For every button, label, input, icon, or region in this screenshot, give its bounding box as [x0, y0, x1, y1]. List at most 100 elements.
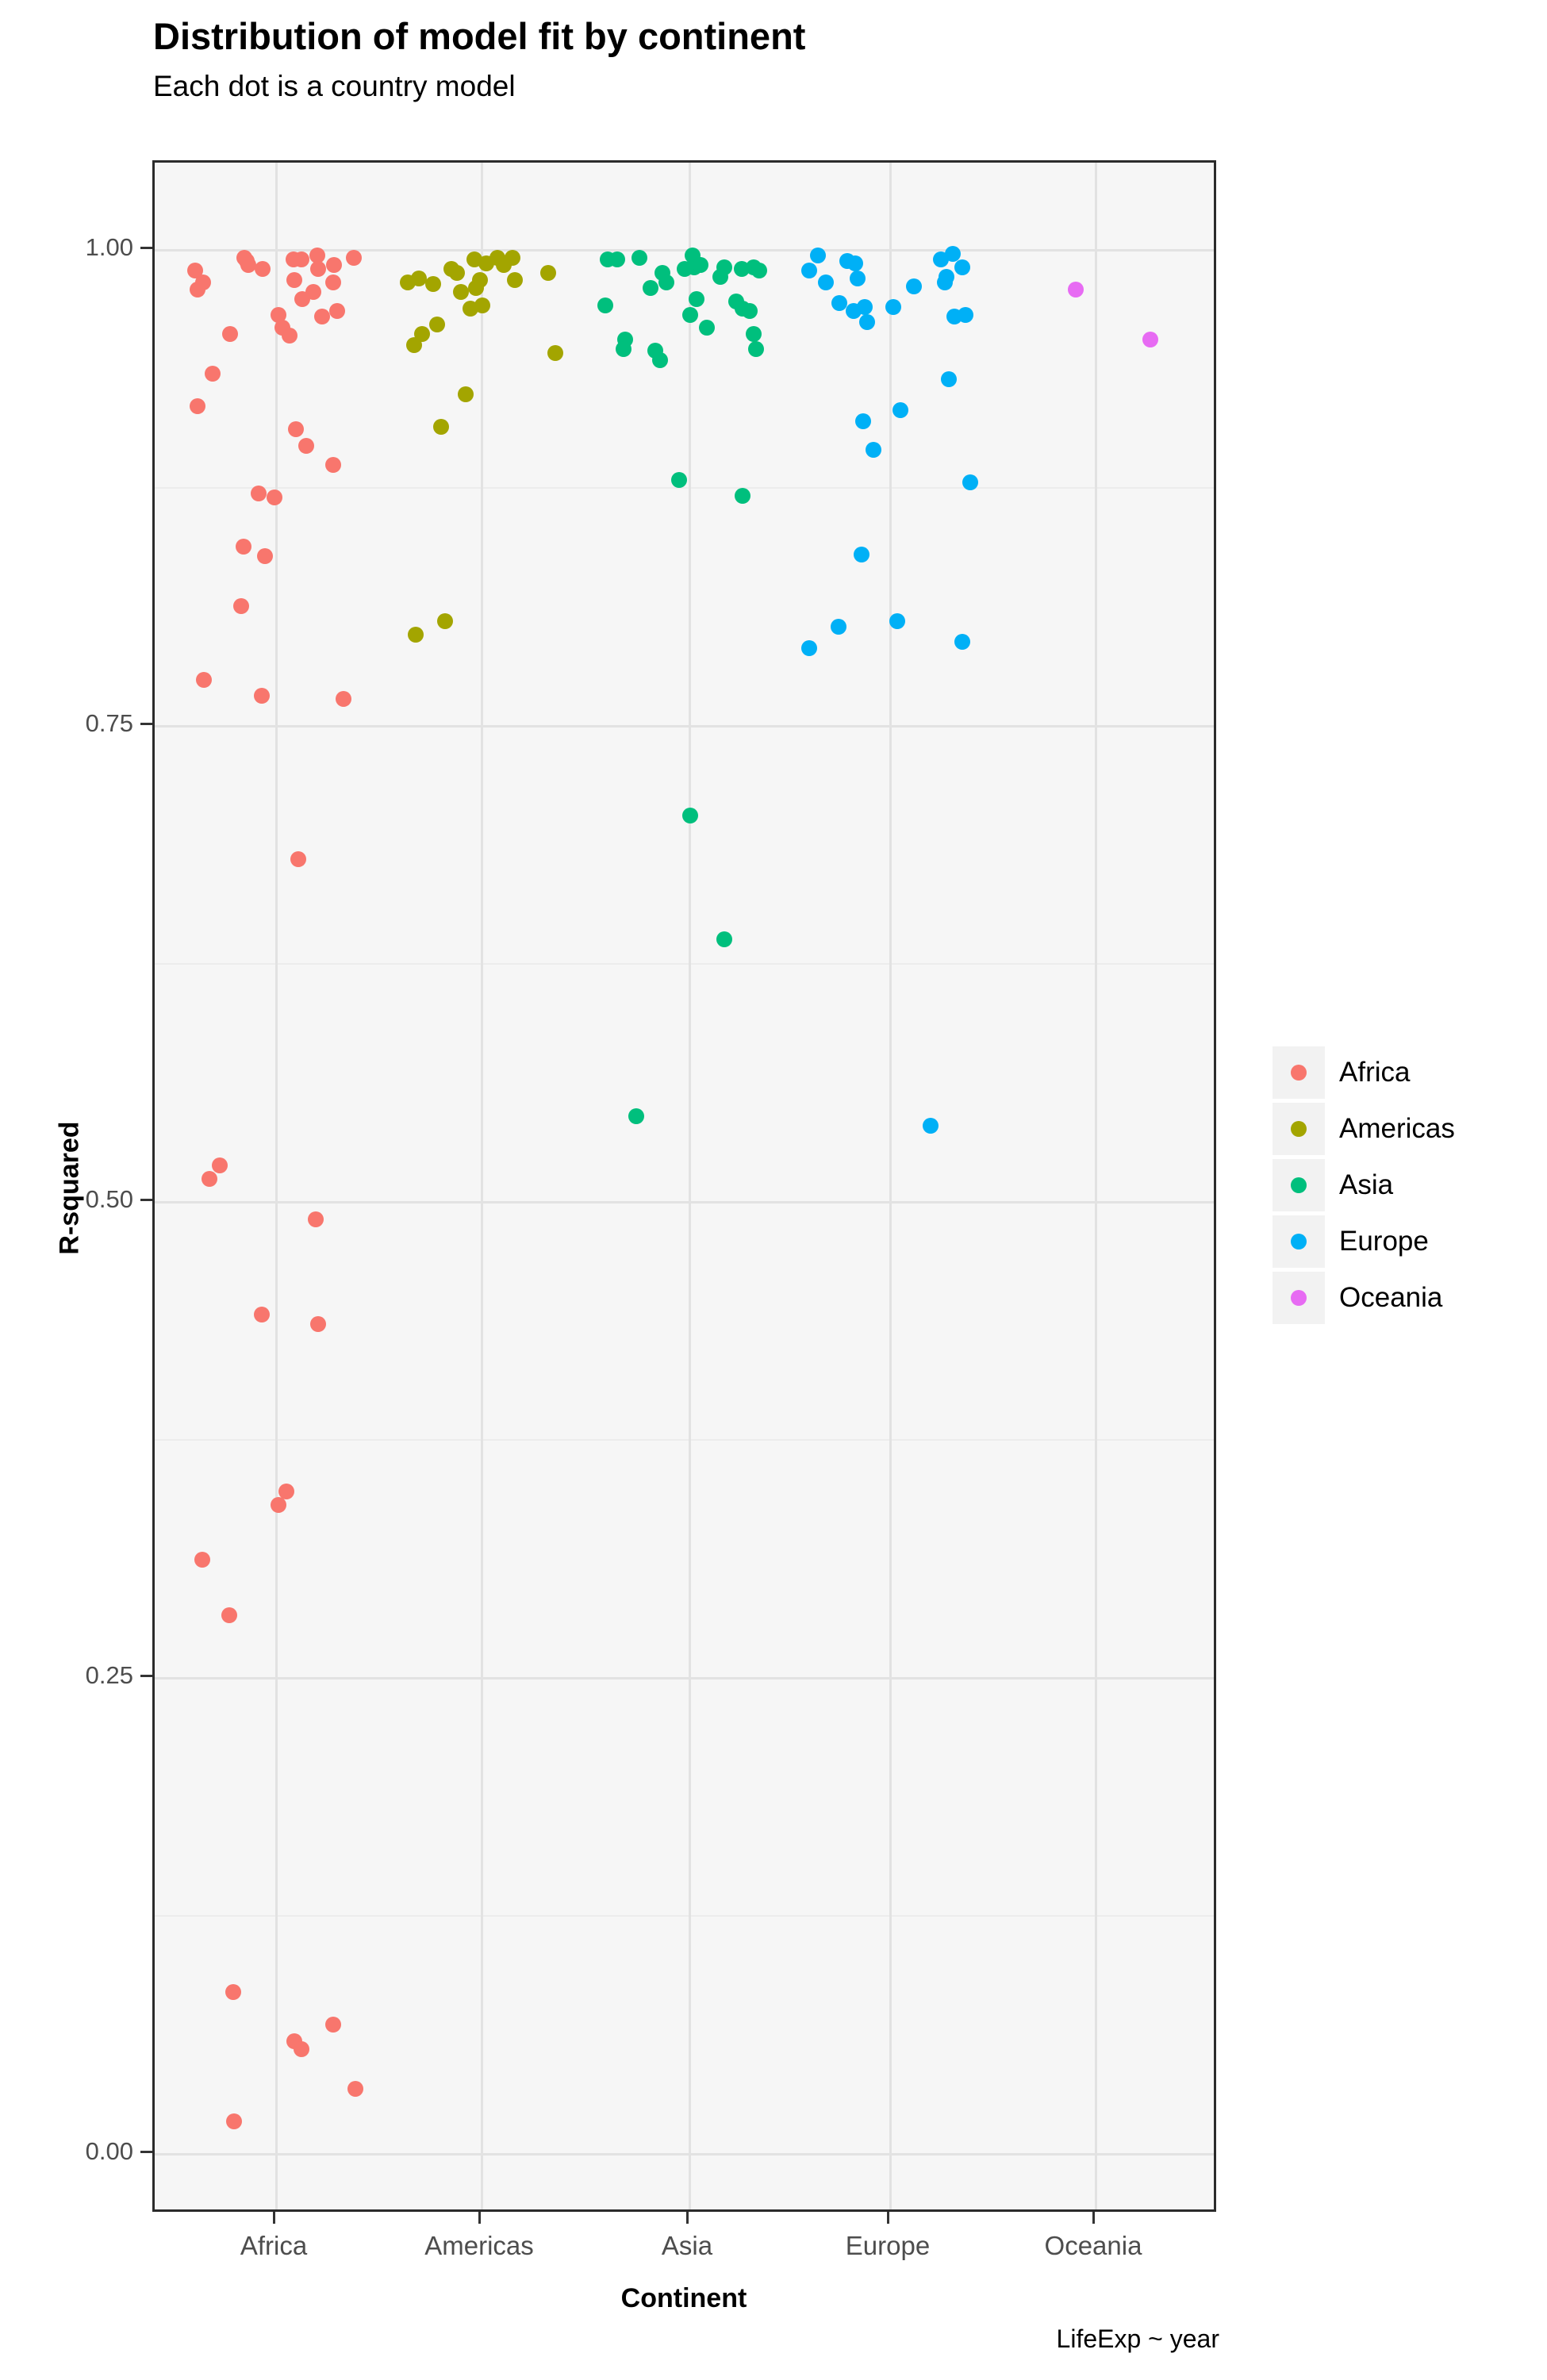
data-point-asia — [748, 340, 764, 357]
data-point-europe — [854, 547, 869, 562]
data-point-americas — [458, 386, 474, 403]
data-point-europe — [885, 299, 901, 315]
gridline-major — [155, 725, 1214, 727]
data-point-asia — [616, 340, 631, 357]
data-point-asia — [609, 251, 625, 267]
data-point-asia — [712, 268, 728, 285]
data-point-europe — [866, 442, 881, 458]
data-point-asia — [693, 257, 708, 274]
y-tick-mark — [140, 723, 152, 725]
data-point-africa — [310, 261, 326, 277]
y-tick-label: 0.00 — [85, 2137, 133, 2165]
data-point-asia — [671, 472, 687, 489]
data-point-africa — [257, 548, 273, 565]
legend-key — [1273, 1159, 1325, 1211]
data-point-africa — [347, 2081, 363, 2098]
data-point-africa — [221, 1606, 237, 1623]
x-tick-label: Americas — [424, 2231, 534, 2260]
data-point-americas — [443, 261, 459, 277]
y-tick-mark — [140, 1199, 152, 1201]
y-tick-mark — [140, 2151, 152, 2153]
data-point-asia — [742, 302, 758, 319]
data-point-americas — [411, 271, 427, 286]
data-point-africa — [255, 261, 271, 277]
data-point-africa — [254, 687, 270, 704]
gridline-category — [889, 163, 892, 2209]
gridline-category — [481, 163, 483, 2209]
data-point-americas — [540, 264, 556, 281]
legend-row-europe: Europe — [1273, 1215, 1455, 1268]
data-point-asia — [682, 807, 698, 823]
gridline-minor — [155, 487, 1214, 489]
data-point-europe — [831, 619, 846, 635]
data-point-africa — [236, 539, 251, 555]
data-point-europe — [801, 263, 817, 279]
data-point-americas — [547, 344, 563, 361]
data-point-africa — [314, 309, 330, 324]
gridline-minor — [155, 963, 1214, 965]
data-point-africa — [222, 325, 238, 342]
data-point-africa — [288, 420, 304, 437]
y-tick-label: 0.50 — [85, 1185, 133, 1213]
data-point-europe — [850, 271, 866, 286]
y-tick-mark — [140, 1675, 152, 1677]
data-point-africa — [190, 282, 205, 298]
data-point-europe — [859, 314, 875, 331]
data-point-africa — [196, 672, 212, 689]
data-point-africa — [190, 397, 205, 414]
legend-dot-europe-icon — [1291, 1234, 1307, 1250]
gridline-category — [689, 163, 691, 2209]
data-point-americas — [406, 337, 422, 353]
data-point-europe — [857, 299, 873, 315]
data-point-asia — [751, 263, 767, 279]
data-point-africa — [225, 1984, 241, 2000]
data-point-asia — [735, 487, 750, 504]
data-point-africa — [325, 2016, 341, 2033]
legend-label: Oceania — [1339, 1282, 1443, 1313]
plot-panel — [152, 160, 1216, 2212]
y-tick-label: 0.75 — [85, 709, 133, 737]
data-point-europe — [831, 295, 847, 312]
gridline-major — [155, 1677, 1214, 1679]
data-point-africa — [278, 1483, 294, 1499]
x-tick-label: Europe — [845, 2231, 931, 2260]
data-point-europe — [954, 259, 970, 275]
data-point-africa — [329, 302, 345, 319]
gridline-major — [155, 1201, 1214, 1203]
data-point-africa — [240, 257, 256, 274]
data-point-africa — [325, 274, 341, 290]
data-point-africa — [271, 1496, 286, 1513]
gridline-major — [155, 249, 1214, 251]
data-point-americas — [425, 276, 441, 293]
data-point-europe — [958, 306, 973, 323]
data-point-africa — [326, 257, 342, 274]
data-point-asia — [652, 352, 668, 369]
data-point-africa — [202, 1171, 217, 1188]
data-point-oceania — [1142, 331, 1158, 347]
y-tick-label: 0.25 — [85, 1661, 133, 1689]
legend-key — [1273, 1272, 1325, 1324]
data-point-asia — [716, 931, 732, 947]
data-point-asia — [689, 291, 704, 308]
data-point-asia — [643, 280, 658, 296]
data-point-africa — [212, 1157, 228, 1174]
data-point-africa — [194, 1552, 210, 1568]
legend-key — [1273, 1215, 1325, 1268]
data-point-africa — [233, 597, 249, 614]
data-point-africa — [336, 691, 351, 708]
data-point-africa — [325, 457, 341, 474]
data-point-europe — [906, 278, 922, 294]
gridline-category — [1095, 163, 1097, 2209]
data-point-europe — [892, 401, 908, 418]
x-tick-mark — [478, 2212, 481, 2224]
data-point-africa — [205, 366, 221, 382]
x-tick-mark — [887, 2212, 889, 2224]
x-tick-label: Oceania — [1044, 2231, 1142, 2260]
x-tick-mark — [686, 2212, 689, 2224]
x-tick-mark — [273, 2212, 275, 2224]
chart-title: Distribution of model fit by continent — [153, 15, 806, 57]
legend-label: Europe — [1339, 1226, 1429, 1257]
data-point-asia — [746, 325, 762, 342]
legend-key — [1273, 1046, 1325, 1099]
y-tick-label: 1.00 — [85, 233, 133, 261]
